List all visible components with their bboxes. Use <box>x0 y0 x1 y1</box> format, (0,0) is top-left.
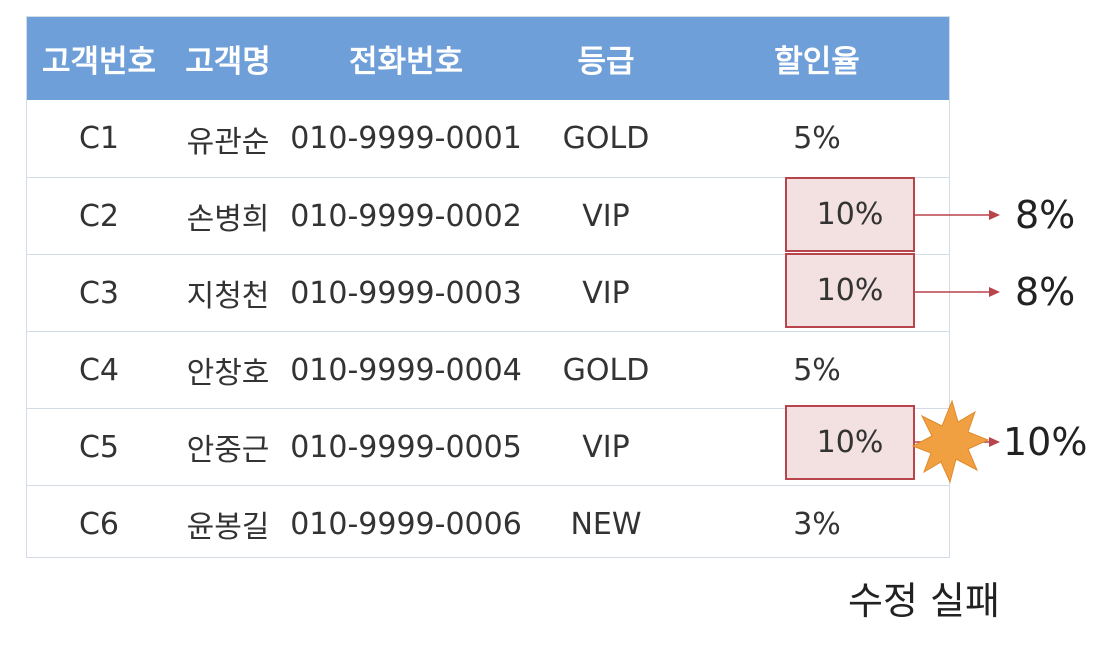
header-grade: 등급 <box>528 16 684 100</box>
header-discount: 할인율 <box>684 16 950 100</box>
cell-phone: 010-9999-0006 <box>290 506 522 542</box>
table-header-row: 고객번호 고객명 전화번호 등급 할인율 <box>26 16 950 100</box>
table-row: C6 윤봉길 010-9999-0006 NEW 3% <box>26 486 950 563</box>
cell-customer-name: 윤봉길 <box>186 510 270 545</box>
cell-grade: VIP <box>528 254 684 332</box>
cell-customer-id: C3 <box>26 254 172 332</box>
cell-phone: 010-9999-0003 <box>284 254 528 332</box>
cell-customer-id: C4 <box>26 331 172 409</box>
cell-discount: 5% <box>684 100 950 178</box>
new-value-c5: 10% <box>1003 420 1088 464</box>
cell-grade: VIP <box>528 408 684 486</box>
cell-customer-name: 유관순 <box>172 100 284 178</box>
cell-grade: GOLD <box>528 100 684 178</box>
arrow-c2 <box>915 210 1000 220</box>
header-phone: 전화번호 <box>284 16 528 100</box>
cell-customer-name: 손병희 <box>172 177 284 255</box>
new-value-c3: 8% <box>1015 270 1076 314</box>
cell-customer-id: C6 <box>78 506 120 542</box>
explosion-burst-icon <box>911 399 990 484</box>
highlight-box-c2: 10% <box>785 177 915 252</box>
cell-phone: 010-9999-0004 <box>284 331 528 409</box>
cell-discount: 5% <box>684 331 950 409</box>
arrow-c3 <box>915 287 1000 297</box>
new-value-c2: 8% <box>1015 193 1076 237</box>
cell-phone: 010-9999-0001 <box>284 100 528 178</box>
header-customer-name: 고객명 <box>172 16 284 100</box>
cell-grade: GOLD <box>528 331 684 409</box>
cell-customer-id: C1 <box>26 100 172 178</box>
header-customer-id: 고객번호 <box>26 16 172 100</box>
table-row: C1 유관순 010-9999-0001 GOLD 5% <box>26 100 950 178</box>
cell-customer-id: C2 <box>26 177 172 255</box>
table-row: C4 안창호 010-9999-0004 GOLD 5% <box>26 331 950 409</box>
cell-discount: 3% <box>793 506 841 542</box>
cell-customer-name: 안중근 <box>172 408 284 486</box>
cell-phone: 010-9999-0002 <box>284 177 528 255</box>
cell-grade: NEW <box>570 506 642 542</box>
cell-customer-name: 지청천 <box>172 254 284 332</box>
cell-phone: 010-9999-0005 <box>284 408 528 486</box>
cell-customer-id: C5 <box>26 408 172 486</box>
cell-grade: VIP <box>528 177 684 255</box>
highlight-box-c5: 10% <box>785 405 915 480</box>
highlight-box-c3: 10% <box>785 253 915 328</box>
cell-customer-name: 안창호 <box>172 331 284 409</box>
update-failed-label: 수정 실패 <box>848 579 1000 623</box>
